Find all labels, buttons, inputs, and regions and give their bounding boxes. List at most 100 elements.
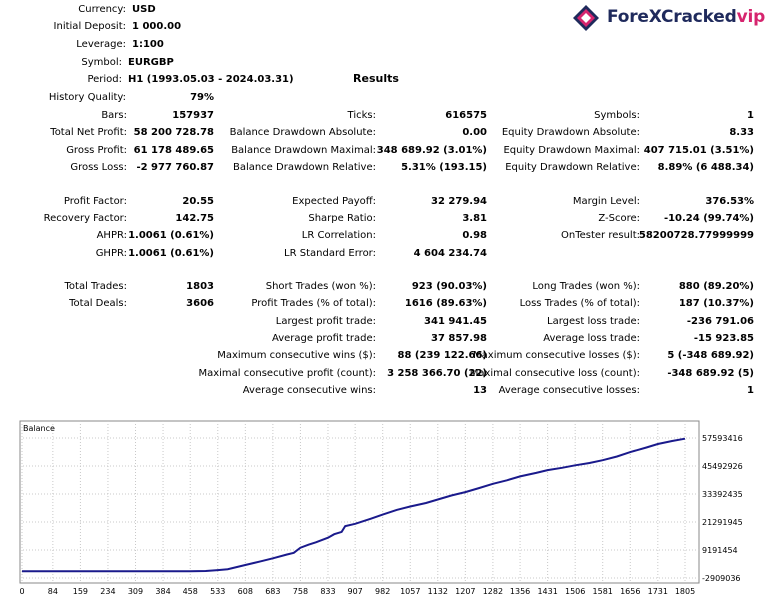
average-loss-value: -15 923.85 <box>693 333 754 344</box>
short-trades-label: Short Trades (won %): <box>265 281 376 292</box>
profit-factor-label: Profit Factor: <box>63 196 127 207</box>
long-trades-label: Long Trades (won %): <box>532 281 640 292</box>
equity-dd-abs-value: 8.33 <box>729 127 754 138</box>
y-tick-label: 45492926 <box>702 462 743 471</box>
sharpe-ratio-value: 3.81 <box>462 213 487 224</box>
x-tick-label: 384 <box>155 587 170 596</box>
currency-value: USD <box>132 4 156 15</box>
period-label: Period: <box>87 74 122 85</box>
x-tick-label: 159 <box>73 587 88 596</box>
x-tick-label: 1132 <box>428 587 448 596</box>
total-trades-label: Total Trades: <box>64 281 128 292</box>
symbols-value: 1 <box>747 110 754 121</box>
recovery-factor-value: 142.75 <box>175 213 214 224</box>
x-axis-tick-labels: 0 84 159 234 309 384 458 533 608 683 758 833 907 982 1… <box>19 587 695 596</box>
loss-trades-value: 187 (10.37%) <box>678 298 754 309</box>
x-tick-label: 1207 <box>455 587 475 596</box>
ghpr-value: 1.0061 (0.61%) <box>128 248 214 259</box>
leverage-label: Leverage: <box>76 39 126 50</box>
ontester-result-value: 58200728.77999999 <box>638 230 754 241</box>
largest-profit-value: 341 941.45 <box>424 316 487 327</box>
total-net-profit-label: Total Net Profit: <box>50 127 127 138</box>
recovery-factor-label: Recovery Factor: <box>43 213 127 224</box>
max-consec-losses-value: 5 (-348 689.92) <box>667 350 754 361</box>
average-profit-label: Average profit trade: <box>271 333 376 344</box>
y-axis-tick-labels: 57593416 45492926 33392435 21291945 9191454 -… <box>702 434 743 583</box>
equity-dd-max-label: Equity Drawdown Maximal: <box>503 145 640 156</box>
balance-dd-abs-value: 0.00 <box>462 127 487 138</box>
y-tick-label: 21291945 <box>702 518 743 527</box>
average-profit-value: 37 857.98 <box>431 333 487 344</box>
x-tick-label: 758 <box>293 587 308 596</box>
balance-dd-max-label: Balance Drawdown Maximal: <box>231 145 376 156</box>
max-consec-wins-value: 88 (239 122.66) <box>397 350 487 361</box>
x-tick-label: 608 <box>238 587 253 596</box>
maximal-consec-profit-value: 3 258 366.70 (22) <box>387 368 487 379</box>
lr-std-error-label: LR Standard Error: <box>284 248 376 259</box>
x-tick-label: 84 <box>48 587 58 596</box>
total-net-profit-value: 58 200 728.78 <box>133 127 214 138</box>
balance-dd-max-value: 348 689.92 (3.01%) <box>376 145 487 156</box>
chart-grid <box>20 421 699 583</box>
equity-dd-rel-label: Equity Drawdown Relative: <box>505 162 640 173</box>
gross-profit-value: 61 178 489.65 <box>133 145 214 156</box>
maximal-consec-loss-value: -348 689.92 (5) <box>667 368 754 379</box>
history-quality-label: History Quality: <box>48 92 126 103</box>
max-consec-wins-label: Maximum consecutive wins ($): <box>217 350 376 361</box>
loss-trades-label: Loss Trades (% of total): <box>519 298 640 309</box>
brand-logo: ForeXCrackedvip <box>571 3 771 33</box>
symbol-label: Symbol: <box>81 57 122 68</box>
x-tick-label: 982 <box>375 587 390 596</box>
largest-loss-value: -236 791.06 <box>686 316 754 327</box>
x-tick-label: 1431 <box>537 587 557 596</box>
total-trades-value: 1803 <box>186 281 214 292</box>
avg-consec-wins-value: 13 <box>473 385 487 396</box>
ahpr-value: 1.0061 (0.61%) <box>128 230 214 241</box>
ghpr-label: GHPR: <box>95 248 127 259</box>
average-loss-label: Average loss trade: <box>543 333 640 344</box>
margin-level-value: 376.53% <box>705 196 754 207</box>
x-tick-label: 1356 <box>510 587 530 596</box>
x-tick-label: 907 <box>348 587 363 596</box>
balance-chart: Balance 0 84 159 234 309 384 458 533 608 683 758 83… <box>19 420 743 596</box>
maximal-consec-profit-label: Maximal consecutive profit (count): <box>198 368 376 379</box>
sharpe-ratio-label: Sharpe Ratio: <box>308 213 376 224</box>
profit-factor-value: 20.55 <box>182 196 214 207</box>
history-quality-value: 79% <box>190 92 214 103</box>
y-tick-label: 57593416 <box>702 434 743 443</box>
profit-trades-value: 1616 (89.63%) <box>404 298 487 309</box>
leverage-value: 1:100 <box>132 39 164 50</box>
gross-loss-value: -2 977 760.87 <box>136 162 214 173</box>
profit-trades-label: Profit Trades (% of total): <box>251 298 376 309</box>
y-tick-label: 33392435 <box>702 490 743 499</box>
ticks-label: Ticks: <box>347 110 376 121</box>
z-score-label: Z-Score: <box>598 213 640 224</box>
brand-logo-text: ForeXCrackedvip <box>607 7 766 27</box>
balance-series-line <box>22 437 686 573</box>
x-tick-label: 1656 <box>620 587 640 596</box>
equity-dd-max-value: 407 715.01 (3.51%) <box>643 145 754 156</box>
lr-std-error-value: 4 604 234.74 <box>413 248 487 259</box>
avg-consec-losses-value: 1 <box>747 385 754 396</box>
initial-deposit-label: Initial Deposit: <box>53 21 126 32</box>
y-tick-label: -2909036 <box>702 574 741 583</box>
avg-consec-wins-label: Average consecutive wins: <box>242 385 376 396</box>
x-tick-label: 309 <box>128 587 143 596</box>
results-heading: Results <box>353 72 399 85</box>
ontester-result-label: OnTester result: <box>560 230 640 241</box>
lr-correlation-label: LR Correlation: <box>301 230 376 241</box>
z-score-value: -10.24 (99.74%) <box>663 213 754 224</box>
ahpr-label: AHPR: <box>96 230 127 241</box>
chart-plot-frame <box>19 420 700 584</box>
symbol-value: EURGBP <box>128 57 174 68</box>
bars-label: Bars: <box>101 110 127 121</box>
gross-profit-label: Gross Profit: <box>66 145 127 156</box>
margin-level-label: Margin Level: <box>572 196 640 207</box>
maximal-consec-loss-label: Maximal consecutive loss (count): <box>469 368 640 379</box>
x-tick-label: 1581 <box>593 587 613 596</box>
avg-consec-losses-label: Average consecutive losses: <box>498 385 640 396</box>
expected-payoff-label: Expected Payoff: <box>292 196 376 207</box>
x-tick-label: 533 <box>210 587 225 596</box>
balance-dd-rel-label: Balance Drawdown Relative: <box>232 162 376 173</box>
x-tick-label: 234 <box>100 587 115 596</box>
